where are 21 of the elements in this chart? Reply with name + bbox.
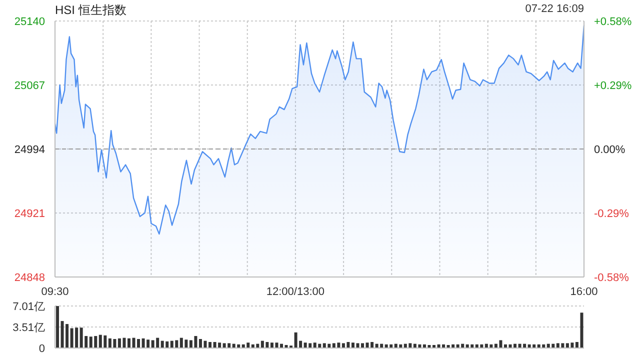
y2-tick-label: -0.58% — [594, 272, 630, 284]
y-tick-label: 3.51亿 — [12, 322, 45, 334]
y-tick-label: 25140 — [14, 16, 45, 28]
bar — [208, 342, 212, 348]
y-tick-label: 24921 — [14, 208, 45, 220]
y2-tick-label: +0.29% — [594, 80, 632, 92]
bar — [361, 343, 364, 348]
y2-tick-label: -0.29% — [594, 208, 630, 220]
y-tick-label: 24994 — [14, 144, 45, 156]
y-tick-label: 25067 — [14, 80, 45, 92]
text: 07-22 16:09 — [525, 3, 584, 15]
y-tick-label: 0 — [38, 343, 45, 355]
bar — [127, 338, 130, 348]
y2-tick-label: 0.00% — [594, 144, 626, 156]
chart-title: HSI 恒生指数 — [55, 2, 126, 19]
x-tick-label: 09:30 — [41, 286, 69, 298]
x-tick-label: 12:00/13:00 — [266, 286, 325, 298]
x-tick-label: 16:00 — [570, 286, 598, 298]
y2-tick-label: +0.58% — [594, 16, 632, 28]
y-tick-label: 24848 — [14, 272, 45, 284]
y-tick-label: 7.01亿 — [12, 301, 45, 313]
